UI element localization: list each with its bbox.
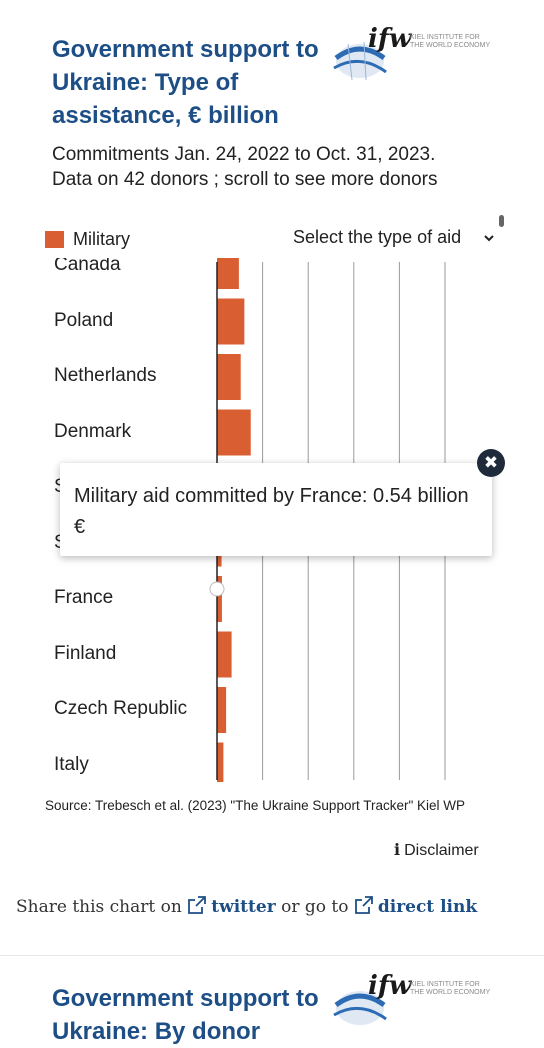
ifw-logo: ifw KIEL INSTITUTE FOR THE WORLD ECONOMY (330, 971, 500, 1035)
category-label: Italy (54, 753, 89, 775)
disclaimer-label: Disclaimer (404, 842, 479, 859)
logo-subtitle-line2: THE WORLD ECONOMY (410, 42, 491, 49)
category-label: Poland (54, 309, 114, 331)
bar-czech-republic[interactable] (217, 687, 227, 733)
bar-italy[interactable] (217, 742, 224, 783)
tooltip-text: Military aid committed by France: 0.54 b… (74, 485, 469, 538)
info-icon: i (394, 840, 401, 859)
close-tooltip-button[interactable]: ✖ (477, 449, 505, 477)
hover-marker (209, 581, 225, 597)
logo-wordmark: ifw (368, 24, 412, 54)
bar-france[interactable] (217, 576, 222, 622)
tooltip: Military aid committed by France: 0.54 b… (60, 463, 492, 556)
aid-type-select[interactable]: Select the type of aid (293, 227, 462, 247)
direct-link[interactable]: direct link (354, 896, 478, 917)
chevron-down-icon[interactable] (482, 231, 496, 245)
next-chart-title: Government support to Ukraine: By donor (52, 985, 319, 1045)
logo-subtitle-line1: KIEL INSTITUTE FOR (410, 34, 480, 41)
disclaimer-link[interactable]: i Disclaimer (394, 840, 479, 860)
bar-canada[interactable] (217, 258, 239, 289)
share-prefix: Share this chart on (16, 897, 182, 917)
scroll-indicator[interactable] (499, 215, 504, 227)
external-link-icon (354, 896, 373, 914)
bar-finland[interactable] (217, 631, 232, 678)
share-middle: or go to (281, 897, 349, 917)
category-label: Czech Republic (54, 698, 188, 719)
section-divider (0, 955, 544, 956)
category-label: France (54, 587, 114, 608)
category-label: Canada (54, 258, 121, 275)
share-row: Share this chart on twitter or go to dir… (16, 895, 477, 917)
logo-subtitle-line2: THE WORLD ECONOMY (410, 989, 491, 996)
direct-link-label: direct link (377, 897, 478, 917)
category-label: Denmark (54, 420, 132, 442)
category-label: Netherlands (54, 365, 157, 386)
twitter-label: twitter (211, 897, 276, 917)
logo-wordmark: ifw (368, 971, 412, 1001)
external-link-icon (188, 896, 207, 914)
bar-denmark[interactable] (217, 409, 251, 456)
twitter-share-link[interactable]: twitter (187, 896, 276, 917)
category-label: Finland (54, 642, 117, 664)
legend-label-military[interactable]: Military (73, 229, 130, 249)
bar-netherlands[interactable] (217, 354, 241, 400)
legend-swatch-military[interactable] (45, 231, 64, 248)
source-note: Source: Trebesch et al. (2023) "The Ukra… (45, 798, 466, 813)
bar-poland[interactable] (217, 298, 245, 345)
chart-title: Government support to Ukraine: Type of a… (52, 36, 319, 129)
ifw-logo: ifw KIEL INSTITUTE FOR THE WORLD ECONOMY (330, 24, 500, 88)
chart-subtitle: Commitments Jan. 24, 2022 to Oct. 31, 20… (52, 144, 438, 190)
logo-subtitle-line1: KIEL INSTITUTE FOR (410, 981, 480, 988)
